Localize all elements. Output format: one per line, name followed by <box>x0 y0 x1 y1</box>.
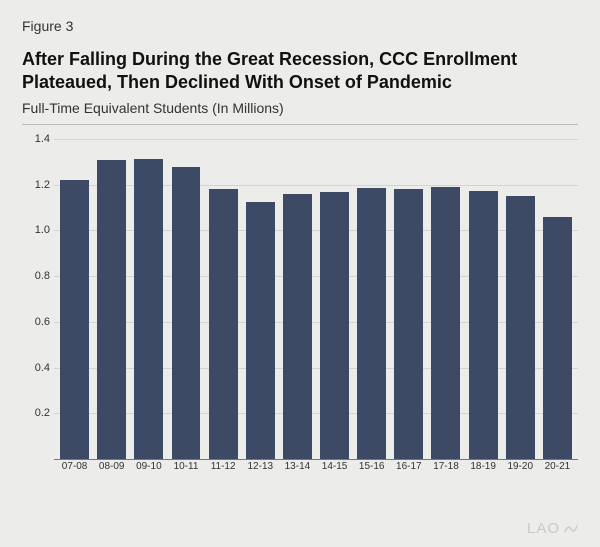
x-tick-label: 15-16 <box>353 461 390 472</box>
y-tick-label: 1.0 <box>22 224 50 236</box>
chart-subtitle: Full-Time Equivalent Students (In Millio… <box>22 100 578 116</box>
watermark-icon <box>564 522 578 536</box>
bar-slot <box>279 139 316 459</box>
x-tick-label: 14-15 <box>316 461 353 472</box>
title-line-2: Plateaued, Then Declined With Onset of P… <box>22 72 452 92</box>
bar-slot <box>93 139 130 459</box>
bar <box>543 217 572 459</box>
y-tick-label: 0.6 <box>22 316 50 328</box>
x-tick-label: 19-20 <box>502 461 539 472</box>
bar <box>134 159 163 460</box>
figure-container: Figure 3 After Falling During the Great … <box>0 0 600 547</box>
bar <box>283 194 312 459</box>
bar-slot <box>465 139 502 459</box>
bar-slot <box>130 139 167 459</box>
x-tick-label: 12-13 <box>242 461 279 472</box>
title-line-1: After Falling During the Great Recession… <box>22 49 517 69</box>
bar-slot <box>167 139 204 459</box>
bar-slot <box>205 139 242 459</box>
bar <box>320 192 349 459</box>
bar <box>394 189 423 459</box>
x-tick-label: 18-19 <box>465 461 502 472</box>
bar-slot <box>539 139 576 459</box>
chart: 0.20.40.60.81.01.21.4 07-0808-0909-1010-… <box>22 139 578 479</box>
y-tick-label: 0.4 <box>22 362 50 374</box>
x-tick-label: 08-09 <box>93 461 130 472</box>
bar <box>357 188 386 459</box>
bar-slot <box>502 139 539 459</box>
bar <box>60 180 89 459</box>
bar-slot <box>242 139 279 459</box>
bar-slot <box>353 139 390 459</box>
x-tick-label: 09-10 <box>130 461 167 472</box>
x-tick-label: 13-14 <box>279 461 316 472</box>
y-tick-label: 0.8 <box>22 270 50 282</box>
bar <box>246 202 275 459</box>
x-tick-label: 10-11 <box>167 461 204 472</box>
x-tick-label: 07-08 <box>56 461 93 472</box>
x-axis: 07-0808-0909-1010-1111-1212-1313-1414-15… <box>54 461 578 472</box>
bar <box>209 189 238 459</box>
y-tick-label: 1.4 <box>22 133 50 145</box>
plot-area <box>54 139 578 460</box>
watermark: LAO <box>527 520 578 537</box>
chart-title: After Falling During the Great Recession… <box>22 48 578 94</box>
bar-slot <box>56 139 93 459</box>
watermark-text: LAO <box>527 520 560 537</box>
x-tick-label: 16-17 <box>390 461 427 472</box>
bar <box>172 167 201 460</box>
bar-slot <box>316 139 353 459</box>
bars-group <box>54 139 578 459</box>
bar <box>431 187 460 459</box>
y-axis: 0.20.40.60.81.01.21.4 <box>22 139 50 459</box>
bar-slot <box>427 139 464 459</box>
divider <box>22 124 578 125</box>
y-tick-label: 1.2 <box>22 179 50 191</box>
bar <box>506 196 535 459</box>
figure-label: Figure 3 <box>22 18 578 34</box>
y-tick-label: 0.2 <box>22 407 50 419</box>
bar <box>97 160 126 459</box>
bar-slot <box>390 139 427 459</box>
bar <box>469 191 498 460</box>
x-tick-label: 11-12 <box>205 461 242 472</box>
x-tick-label: 17-18 <box>427 461 464 472</box>
x-tick-label: 20-21 <box>539 461 576 472</box>
